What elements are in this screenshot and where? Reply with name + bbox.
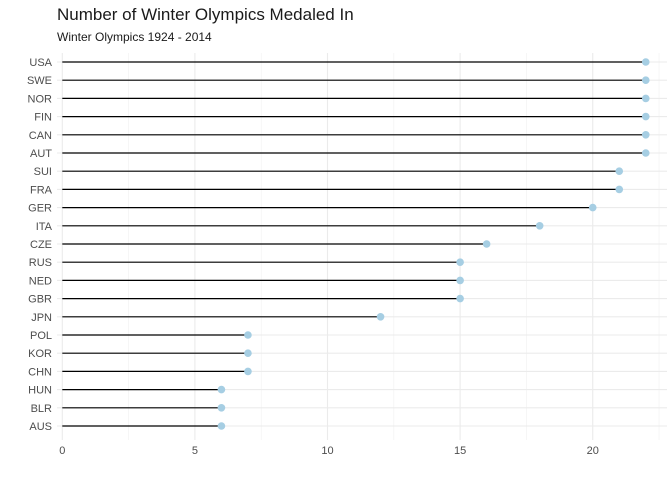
lollipop-point-can — [641, 131, 650, 139]
y-tick-label-gbr: GBR — [28, 294, 52, 306]
y-tick-label-hun: HUN — [28, 385, 52, 397]
y-tick-label-aut: AUT — [30, 148, 52, 160]
lollipop-point-jpn — [376, 313, 385, 321]
lollipop-point-gbr — [456, 294, 464, 303]
y-tick-label-chn: CHN — [28, 366, 52, 378]
x-tick-label: 10 — [321, 445, 333, 457]
lollipop-point-sui — [615, 167, 624, 175]
lollipop-point-kor — [244, 349, 252, 358]
lollipop-point-hun — [217, 385, 226, 394]
y-tick-label-swe: SWE — [27, 75, 52, 87]
y-tick-label-ned: NED — [29, 275, 52, 287]
lollipop-point-nor — [641, 94, 650, 103]
y-tick-label-ita: ITA — [36, 221, 53, 233]
x-tick-label: 20 — [587, 445, 599, 457]
lollipop-point-aut — [641, 149, 650, 157]
lollipop-point-ned — [456, 276, 464, 285]
x-tick-label: 5 — [192, 445, 198, 457]
lollipop-point-ger — [588, 203, 597, 212]
x-tick-label: 15 — [454, 445, 466, 457]
lollipop-point-ita — [535, 222, 544, 230]
y-tick-label-aus: AUS — [29, 421, 52, 433]
chart-title: Number of Winter Olympics Medaled In — [57, 5, 354, 24]
lollipop-point-blr — [217, 404, 226, 412]
x-tick-label: 0 — [59, 445, 65, 457]
y-tick-label-sui: SUI — [34, 166, 52, 178]
lollipop-point-cze — [482, 240, 491, 248]
lollipop-point-swe — [641, 76, 650, 84]
y-tick-label-rus: RUS — [29, 257, 52, 269]
chart-marks — [62, 58, 650, 430]
lollipop-point-aus — [217, 422, 226, 430]
y-tick-label-can: CAN — [29, 130, 52, 142]
lollipop-point-fin — [641, 112, 650, 121]
x-axis-labels: 0 5 10 15 20 — [59, 445, 599, 457]
lollipop-point-rus — [456, 258, 464, 267]
y-tick-label-cze: CZE — [30, 239, 52, 251]
y-tick-label-pol: POL — [30, 330, 52, 342]
lollipop-point-usa — [641, 58, 650, 66]
y-axis-labels: USA SWE NOR FIN CAN AUT SUI FRA GER ITA CZE RUS NED G… — [27, 57, 53, 433]
grid-lines — [57, 53, 667, 440]
y-tick-label-fra: FRA — [30, 184, 53, 196]
y-tick-label-nor: NOR — [28, 93, 53, 105]
lollipop-point-pol — [244, 331, 252, 339]
y-tick-label-fin: FIN — [34, 112, 52, 124]
y-tick-label-usa: USA — [29, 57, 52, 69]
y-tick-label-kor: KOR — [28, 348, 52, 360]
chart-subtitle: Winter Olympics 1924 - 2014 — [57, 30, 212, 44]
y-tick-label-ger: GER — [28, 203, 52, 215]
y-tick-label-blr: BLR — [31, 403, 52, 415]
lollipop-point-fra — [615, 185, 624, 194]
y-tick-label-jpn: JPN — [31, 312, 52, 324]
lollipop-point-chn — [244, 367, 252, 376]
